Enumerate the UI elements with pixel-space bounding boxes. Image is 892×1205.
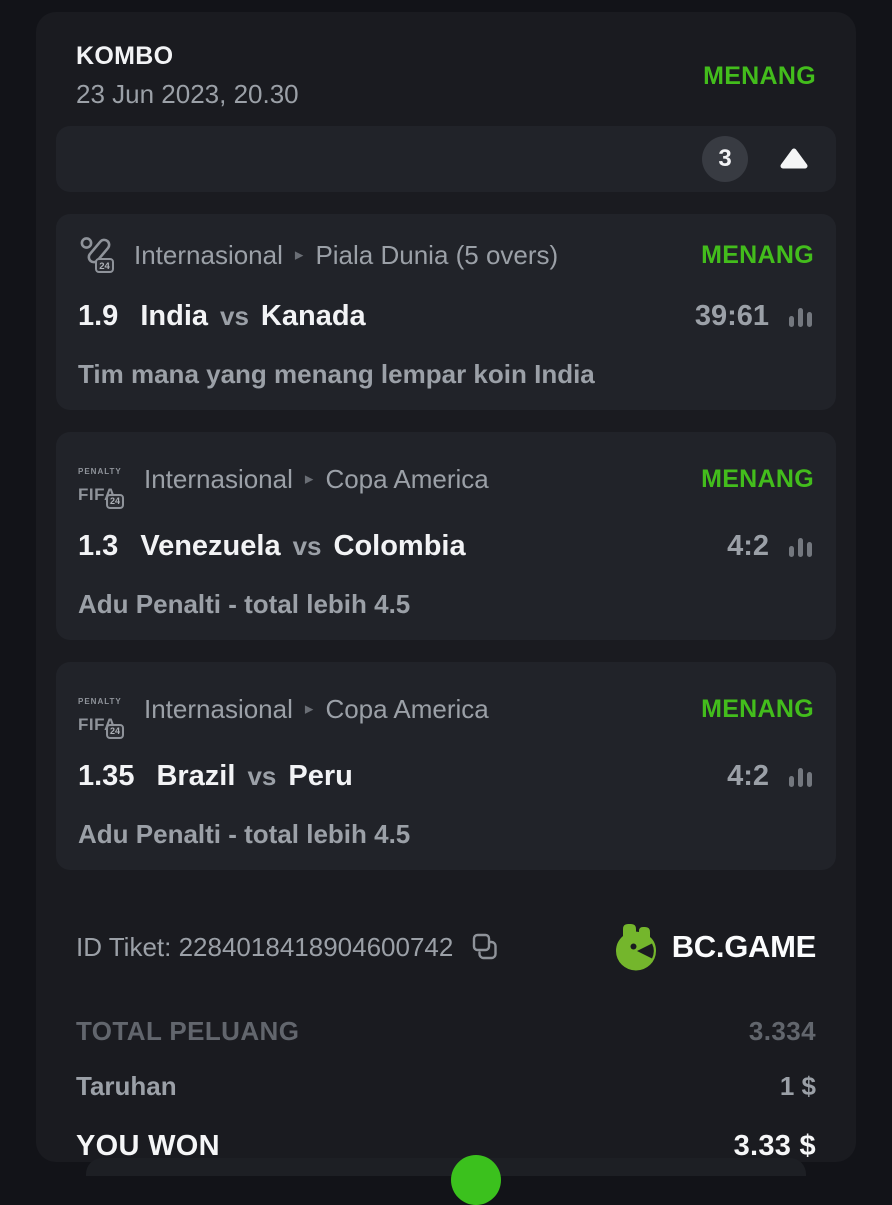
ticket-type-title: KOMBO — [76, 42, 174, 70]
bet-league-label: Internasional — [144, 463, 293, 494]
bet-status-badge: MENANG — [701, 694, 814, 723]
copy-icon[interactable] — [469, 931, 501, 963]
stats-bars-icon[interactable] — [787, 763, 814, 790]
bet-status-badge: MENANG — [701, 464, 814, 493]
next-ticket-peek — [86, 1158, 806, 1176]
ticket-header: KOMBO 23 Jun 2023, 20.30 MENANG — [56, 12, 836, 116]
bet-selection-card[interactable]: PENALTY FIFA 24 Internasional ▸ Copa Ame… — [56, 432, 836, 640]
cricket-sport-icon: 24 — [78, 234, 120, 276]
share-fab-peek[interactable] — [451, 1155, 501, 1205]
bcgame-logo-icon — [612, 922, 660, 972]
bet-market-description: Tim mana yang menang lempar koin India — [78, 359, 595, 389]
away-team: Peru — [288, 760, 353, 792]
brand-logo: BC.GAME — [612, 922, 816, 972]
bet-selection-card[interactable]: 24 Internasional ▸ Piala Dunia (5 overs)… — [56, 214, 836, 410]
ticket-summary: TOTAL PELUANG 3.334 Taruhan 1 $ YOU WON … — [56, 1016, 836, 1163]
won-label: YOU WON — [76, 1130, 220, 1162]
ticket-datetime: 23 Jun 2023, 20.30 — [76, 79, 299, 109]
match-score: 4:2 — [727, 760, 769, 792]
breadcrumb-separator-icon: ▸ — [304, 699, 314, 718]
stats-bars-icon[interactable] — [787, 533, 814, 560]
breadcrumb-separator-icon: ▸ — [294, 245, 304, 264]
stake-label: Taruhan — [76, 1071, 177, 1101]
fifa-icon-penalty-text: PENALTY — [78, 467, 122, 476]
bet-league-label: Internasional — [144, 693, 293, 724]
fifa-icon-24-badge: 24 — [105, 724, 124, 739]
fifa-icon-24-badge: 24 — [105, 494, 124, 509]
fifa-penalty-sport-icon: PENALTY FIFA 24 — [78, 682, 130, 739]
away-team: Kanada — [260, 300, 366, 332]
bet-selection-card[interactable]: PENALTY FIFA 24 Internasional ▸ Copa Ame… — [56, 662, 836, 870]
selections-collapse-bar[interactable]: 3 — [56, 126, 836, 192]
vs-label: vs — [220, 301, 249, 331]
match-score: 4:2 — [727, 530, 769, 562]
bet-status-badge: MENANG — [701, 240, 814, 269]
bet-odds: 1.9 — [78, 300, 119, 332]
home-team: India — [140, 300, 208, 332]
bet-market-description: Adu Penalti - total lebih 4.5 — [78, 819, 411, 849]
bet-tournament-label: Copa America — [325, 693, 489, 724]
bet-odds: 1.35 — [78, 760, 135, 792]
bet-market-description: Adu Penalti - total lebih 4.5 — [78, 589, 411, 619]
ticket-status-badge: MENANG — [703, 61, 816, 90]
bet-ticket-card: KOMBO 23 Jun 2023, 20.30 MENANG 3 24 — [36, 12, 856, 1205]
ticket-id-value: 2284018418904600742 — [178, 931, 454, 962]
total-odds-label: TOTAL PELUANG — [76, 1016, 300, 1046]
stats-bars-icon[interactable] — [787, 303, 814, 330]
breadcrumb-separator-icon: ▸ — [304, 469, 314, 488]
bet-tournament-label: Copa America — [325, 463, 489, 494]
ticket-header-left: KOMBO 23 Jun 2023, 20.30 — [76, 42, 299, 110]
bet-tournament-label: Piala Dunia (5 overs) — [315, 239, 559, 270]
match-score: 39:61 — [694, 300, 769, 332]
total-odds-value: 3.334 — [748, 1016, 816, 1046]
bet-odds: 1.3 — [78, 530, 119, 562]
stake-value: 1 $ — [779, 1071, 816, 1101]
svg-text:24: 24 — [99, 261, 110, 272]
bet-league-label: Internasional — [134, 239, 283, 270]
vs-label: vs — [292, 531, 322, 561]
fifa-icon-penalty-text: PENALTY — [78, 697, 122, 706]
home-team: Brazil — [156, 760, 236, 792]
collapse-arrow-icon[interactable] — [780, 147, 808, 171]
vs-label: vs — [247, 761, 277, 791]
ticket-id-label: ID Tiket: — [76, 931, 172, 962]
home-team: Venezuela — [140, 530, 281, 562]
fifa-penalty-sport-icon: PENALTY FIFA 24 — [78, 452, 130, 509]
brand-name: BC.GAME — [671, 929, 817, 964]
selections-count-badge: 3 — [702, 136, 748, 182]
away-team: Colombia — [333, 530, 466, 562]
won-value: 3.33 $ — [733, 1130, 816, 1162]
